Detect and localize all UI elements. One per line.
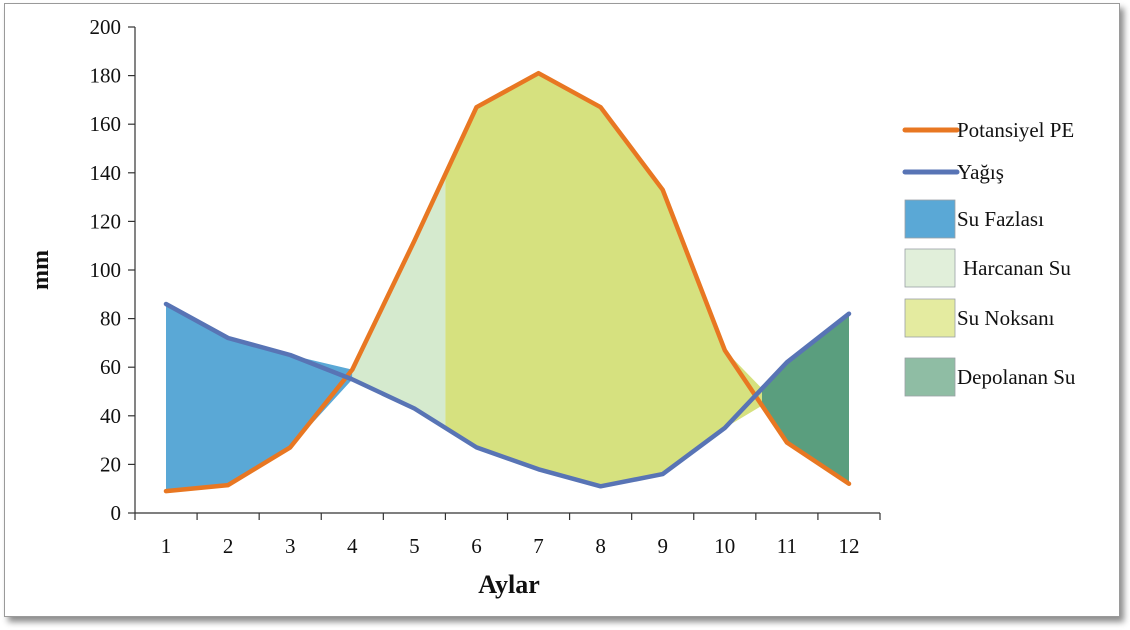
legend-label: Su Noksanı xyxy=(957,306,1055,330)
y-tick-label: 200 xyxy=(90,15,122,39)
legend-swatch-su-noksan- xyxy=(904,298,956,338)
y-tick-label: 80 xyxy=(100,307,121,331)
y-tick-label: 160 xyxy=(90,112,122,136)
x-tick-label: 12 xyxy=(838,534,859,558)
y-tick-label: 20 xyxy=(100,452,121,476)
legend-label: Yağış xyxy=(957,160,1004,184)
area-su-noksan- xyxy=(445,73,762,487)
y-tick-label: 120 xyxy=(90,209,122,233)
legend-label: Potansiyel PE xyxy=(957,118,1074,142)
legend-swatch-su-fazlas- xyxy=(904,199,956,239)
legend-label: Depolanan Su xyxy=(957,365,1076,389)
x-tick-label: 6 xyxy=(471,534,482,558)
legend-swatch-harcanan-su xyxy=(904,248,956,288)
area-depolanan-su xyxy=(762,313,849,484)
areas-layer xyxy=(166,73,849,492)
legend-label: Harcanan Su xyxy=(963,256,1071,280)
y-tick-label: 100 xyxy=(90,258,122,282)
legend-layer: Potansiyel PE Yağış Su Fazlası Harcanan Su S… xyxy=(902,118,1076,397)
area-harcanan-su xyxy=(352,174,446,428)
lines-layer xyxy=(163,70,852,494)
y-tick-label: 60 xyxy=(100,355,121,379)
area-su-fazlas- xyxy=(166,304,353,492)
x-tick-label: 4 xyxy=(347,534,358,558)
x-tick-label: 10 xyxy=(714,534,735,558)
y-tick-label: 140 xyxy=(90,161,122,185)
x-tick-label: 8 xyxy=(595,534,606,558)
x-tick-label: 5 xyxy=(409,534,420,558)
x-tick-label: 3 xyxy=(285,534,296,558)
y-tick-label: 40 xyxy=(100,404,121,428)
x-tick-label: 1 xyxy=(161,534,172,558)
legend-swatch-depolanan-su xyxy=(904,357,956,397)
x-tick-label: 2 xyxy=(223,534,234,558)
series-line-yagis xyxy=(163,301,852,489)
x-axis-title: Aylar xyxy=(478,570,540,599)
series-line-potansiyel-pe xyxy=(163,70,852,494)
x-tick-label: 11 xyxy=(777,534,797,558)
x-tick-label: 9 xyxy=(657,534,668,558)
x-tick-label: 7 xyxy=(533,534,544,558)
legend-label: Su Fazlası xyxy=(957,207,1044,231)
y-axis-title: mm xyxy=(28,250,54,290)
y-tick-label: 0 xyxy=(111,501,122,525)
y-tick-label: 180 xyxy=(90,64,122,88)
